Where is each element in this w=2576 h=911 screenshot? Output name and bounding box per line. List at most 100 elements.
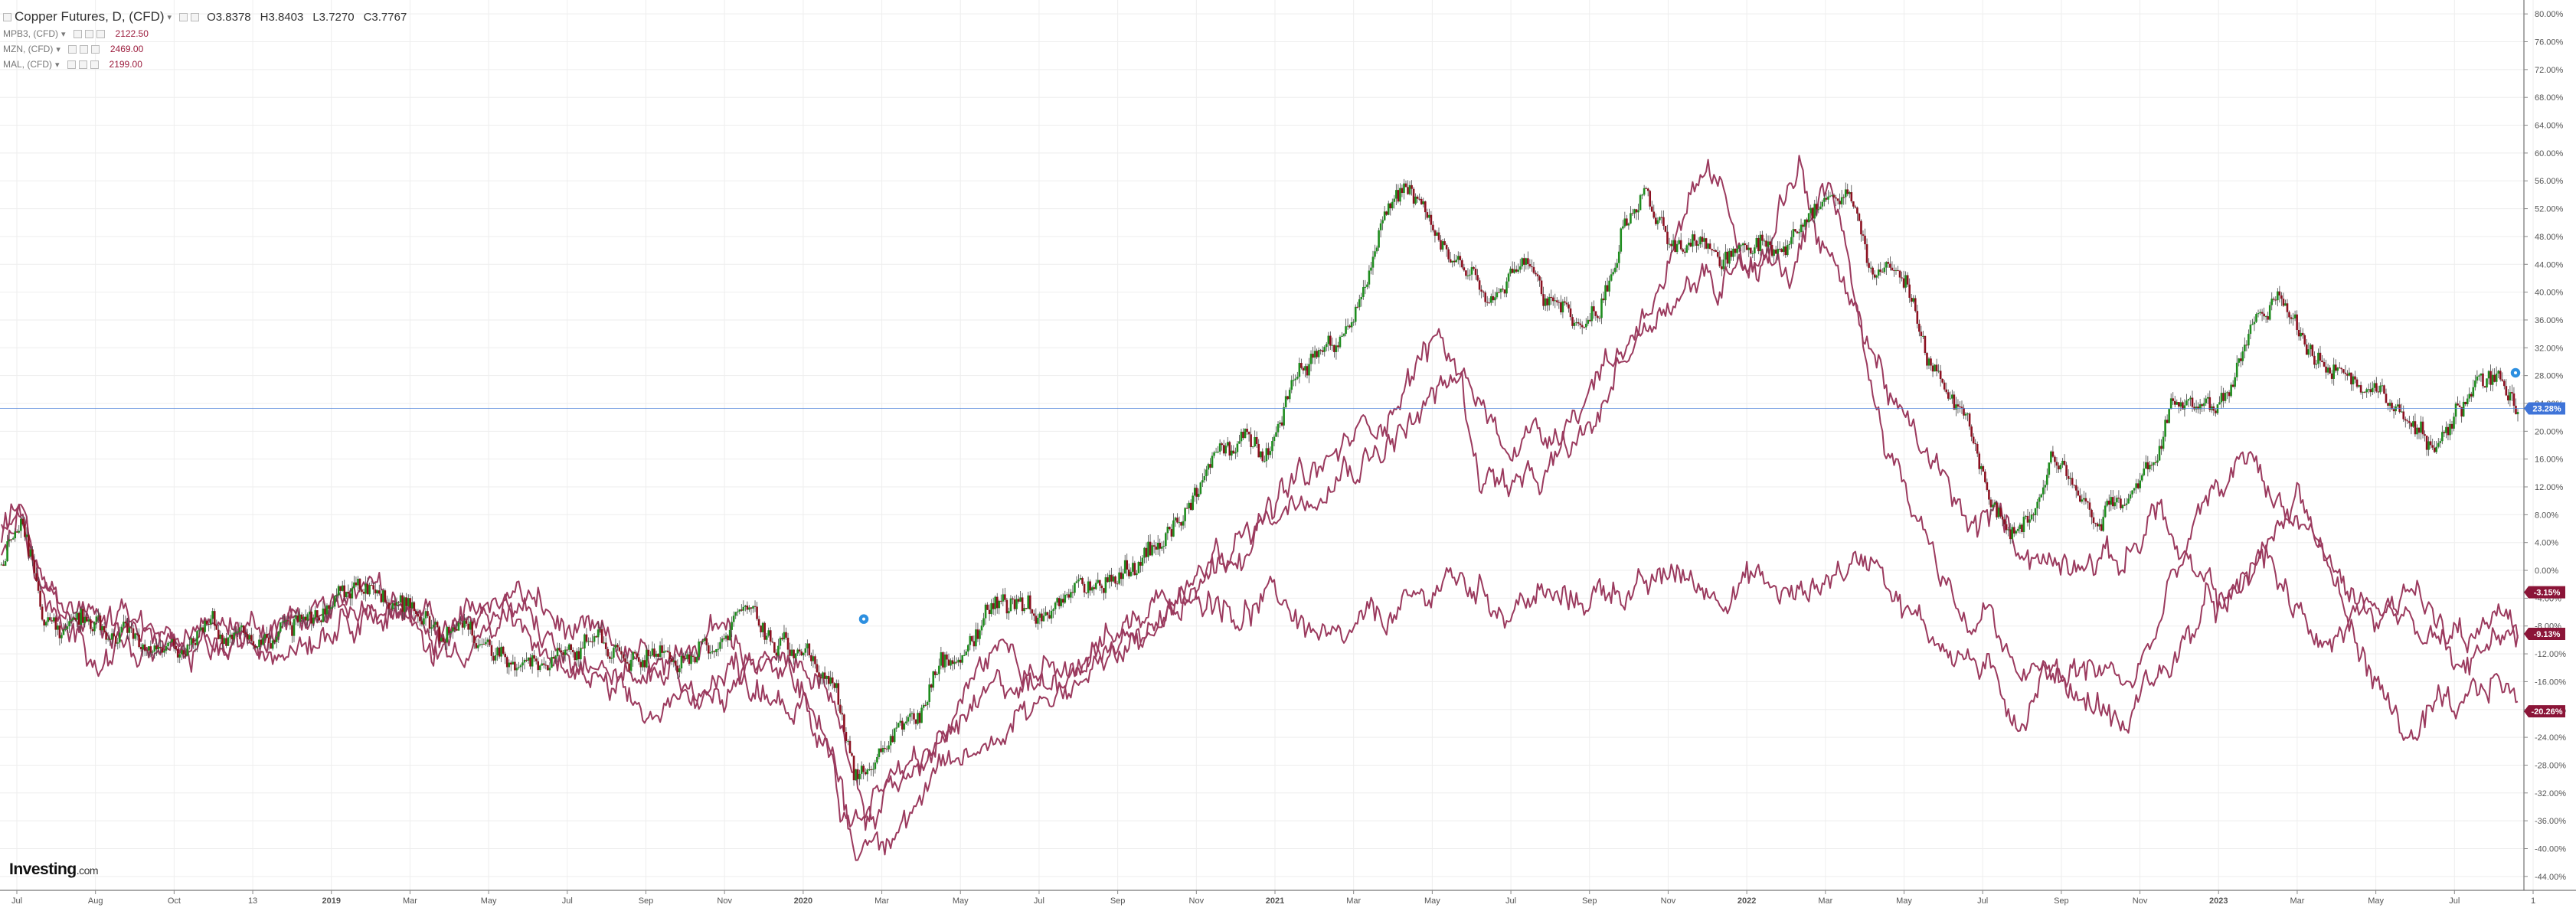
- candle-body: [2234, 377, 2236, 387]
- candle-body: [798, 649, 801, 651]
- candle-body: [587, 641, 590, 642]
- candle-body: [773, 642, 776, 653]
- close-square-icon[interactable]: [191, 12, 200, 21]
- candle-body: [254, 645, 257, 648]
- candle-body: [1017, 599, 1020, 602]
- candle-body: [333, 596, 336, 607]
- candle-body: [688, 654, 691, 664]
- candle-body: [1114, 576, 1116, 584]
- y-tick-label: -40.00%: [2535, 844, 2566, 854]
- candle-body: [1587, 319, 1590, 324]
- candle-body: [39, 590, 41, 607]
- candle-body: [1205, 469, 1208, 477]
- candle-body: [1941, 378, 1943, 383]
- candle-body: [1152, 545, 1156, 547]
- candle-body: [1664, 226, 1667, 232]
- candle-body: [2293, 314, 2296, 318]
- candle-body: [980, 625, 983, 631]
- candle-body: [1612, 272, 1614, 275]
- candle-body: [1662, 217, 1665, 227]
- candle-body: [362, 592, 365, 594]
- candle-body: [822, 672, 824, 679]
- y-tick-label: 80.00%: [2535, 10, 2564, 19]
- visibility-square-icon[interactable]: [73, 29, 82, 38]
- candle-body: [161, 648, 164, 653]
- candle-body: [2129, 494, 2132, 499]
- candle-body: [1542, 294, 1545, 306]
- candle-body: [1387, 203, 1390, 215]
- candle-body: [485, 642, 487, 645]
- candle-body: [777, 645, 780, 656]
- candle-body: [1943, 382, 1946, 390]
- chevron-down-icon[interactable]: ▾: [61, 29, 66, 39]
- candle-body: [628, 663, 630, 671]
- candle-body: [1408, 184, 1411, 194]
- candle-body: [862, 766, 865, 772]
- candle-body: [95, 616, 98, 622]
- candle-body: [1649, 191, 1652, 207]
- candle-body: [926, 701, 929, 706]
- candle-body: [2482, 373, 2484, 387]
- marker-layer[interactable]: [858, 367, 2522, 625]
- candle-body: [1430, 214, 1433, 225]
- investing-logo[interactable]: Investing.com: [9, 860, 99, 879]
- candle-body: [1794, 229, 1796, 232]
- settings-square-icon[interactable]: [78, 60, 87, 69]
- candle-body: [277, 632, 280, 637]
- candle-body: [2449, 423, 2451, 436]
- candle-body: [1964, 413, 1967, 416]
- candle-body: [2466, 398, 2469, 405]
- candle-body: [2206, 397, 2209, 399]
- chevron-down-icon[interactable]: ▾: [56, 44, 60, 54]
- candle-body: [823, 672, 826, 679]
- candle-body: [2359, 385, 2362, 393]
- candle-body: [1222, 445, 1225, 454]
- candle-body: [1993, 502, 1996, 505]
- reference-price-tag: 23.28%: [2524, 402, 2565, 415]
- candle-body: [666, 650, 669, 652]
- settings-square-icon[interactable]: [84, 29, 93, 38]
- candle-body: [1643, 188, 1646, 195]
- candle-body: [2391, 403, 2393, 410]
- visibility-square-icon[interactable]: [67, 60, 76, 69]
- candle-body: [1916, 311, 1919, 324]
- x-tick-label: Nov: [1189, 896, 1205, 906]
- series-line-mpb3[interactable]: [1, 503, 2519, 831]
- candle-body: [1149, 541, 1152, 556]
- chevron-down-icon[interactable]: ▾: [55, 60, 60, 70]
- candle-body: [1674, 240, 1676, 253]
- collapse-icon[interactable]: [3, 12, 11, 21]
- candle-body: [310, 611, 313, 624]
- candle-body: [979, 630, 981, 639]
- close-square-icon[interactable]: [96, 29, 105, 38]
- series-layer: [1, 155, 2519, 861]
- candle-body: [1724, 251, 1727, 260]
- candle-body: [1147, 541, 1149, 557]
- close-square-icon[interactable]: [90, 60, 99, 69]
- candle-body: [1809, 207, 1812, 214]
- candle-body: [957, 659, 959, 663]
- candle-body: [2050, 451, 2052, 463]
- visibility-square-icon[interactable]: [67, 44, 77, 54]
- candle-body: [564, 649, 567, 655]
- candle-body: [471, 622, 474, 636]
- candle-body: [701, 641, 704, 642]
- candle-body: [2133, 488, 2136, 491]
- settings-square-icon[interactable]: [79, 44, 88, 54]
- x-tick-label: May: [2368, 896, 2384, 906]
- candle-body: [1571, 317, 1574, 326]
- close-square-icon[interactable]: [90, 44, 100, 54]
- candle-body: [76, 612, 78, 620]
- y-tick-label: 44.00%: [2535, 260, 2564, 269]
- y-tick-label: 20.00%: [2535, 427, 2564, 436]
- candle-body: [1246, 429, 1248, 433]
- chevron-down-icon[interactable]: ▾: [167, 12, 172, 22]
- candle-body: [577, 651, 580, 660]
- settings-square-icon[interactable]: [179, 12, 188, 21]
- candle-body: [1821, 201, 1824, 207]
- series-line-mal[interactable]: [1, 158, 2519, 861]
- grid: [0, 0, 2534, 890]
- candle-body: [1858, 214, 1861, 221]
